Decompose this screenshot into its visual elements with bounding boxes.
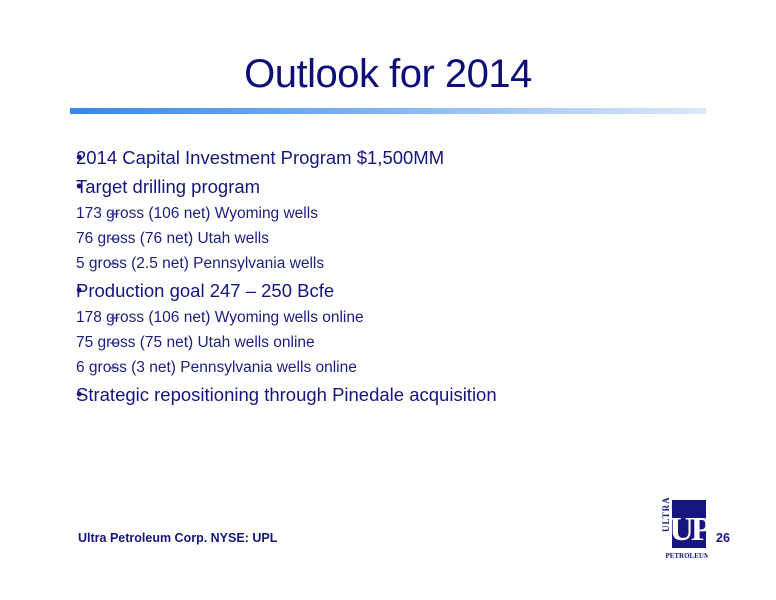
sub-bullet-glyph: –: [110, 359, 119, 376]
bullet-glyph: •: [76, 280, 83, 300]
bullet-item: • 2014 Capital Investment Program $1,500…: [76, 143, 736, 172]
sub-bullet-item: – 5 gross (2.5 net) Pennsylvania wells: [76, 251, 736, 276]
footer-company: Ultra Petroleum Corp. NYSE: UPL: [78, 531, 278, 545]
title-underline-bar: [70, 108, 706, 114]
sub-bullet-text: 178 gross (106 net) Wyoming wells online: [76, 309, 364, 326]
sub-bullet-text: 75 gross (75 net) Utah wells online: [76, 334, 315, 351]
sub-bullet-text: 76 gross (76 net) Utah wells: [76, 230, 269, 247]
sub-bullet-glyph: –: [110, 309, 119, 326]
bullet-glyph: •: [76, 147, 83, 167]
logo-top-text: ULTRA: [661, 496, 671, 532]
sub-bullet-text: 173 gross (106 net) Wyoming wells: [76, 205, 318, 222]
sub-bullet-glyph: –: [110, 334, 119, 351]
bullet-text: Target drilling program: [76, 176, 261, 197]
sub-bullet-text: 5 gross (2.5 net) Pennsylvania wells: [76, 255, 325, 272]
sub-bullet-glyph: –: [110, 230, 119, 247]
sub-bullet-item: – 75 gross (75 net) Utah wells online: [76, 330, 736, 355]
bullet-text: Production goal 247 – 250 Bcfe: [76, 280, 335, 301]
bullet-list: • 2014 Capital Investment Program $1,500…: [76, 143, 736, 409]
logo-bottom-text: PETROLEUM: [665, 552, 708, 560]
bullet-glyph: •: [76, 176, 83, 196]
bullet-item: • Target drilling program: [76, 172, 736, 201]
sub-bullet-item: – 178 gross (106 net) Wyoming wells onli…: [76, 305, 736, 330]
sub-bullet-item: – 173 gross (106 net) Wyoming wells: [76, 201, 736, 226]
logo-main-text: UP: [669, 511, 708, 548]
slide-title: Outlook for 2014: [244, 52, 532, 96]
bullet-item: • Strategic repositioning through Pineda…: [76, 380, 736, 409]
sub-bullet-item: – 6 gross (3 net) Pennsylvania wells onl…: [76, 355, 736, 380]
bullet-text: 2014 Capital Investment Program $1,500MM: [76, 147, 445, 168]
sub-bullet-glyph: –: [110, 255, 119, 272]
bullet-item: • Production goal 247 – 250 Bcfe: [76, 276, 736, 305]
bullet-text: Strategic repositioning through Pinedale…: [76, 384, 497, 405]
sub-bullet-text: 6 gross (3 net) Pennsylvania wells onlin…: [76, 359, 357, 376]
sub-bullet-glyph: –: [110, 205, 119, 222]
sub-bullet-item: – 76 gross (76 net) Utah wells: [76, 226, 736, 251]
ultra-petroleum-logo-icon: ULTRA UP PETROLEUM: [660, 496, 708, 562]
bullet-glyph: •: [76, 384, 83, 404]
page-number: 26: [716, 531, 730, 545]
